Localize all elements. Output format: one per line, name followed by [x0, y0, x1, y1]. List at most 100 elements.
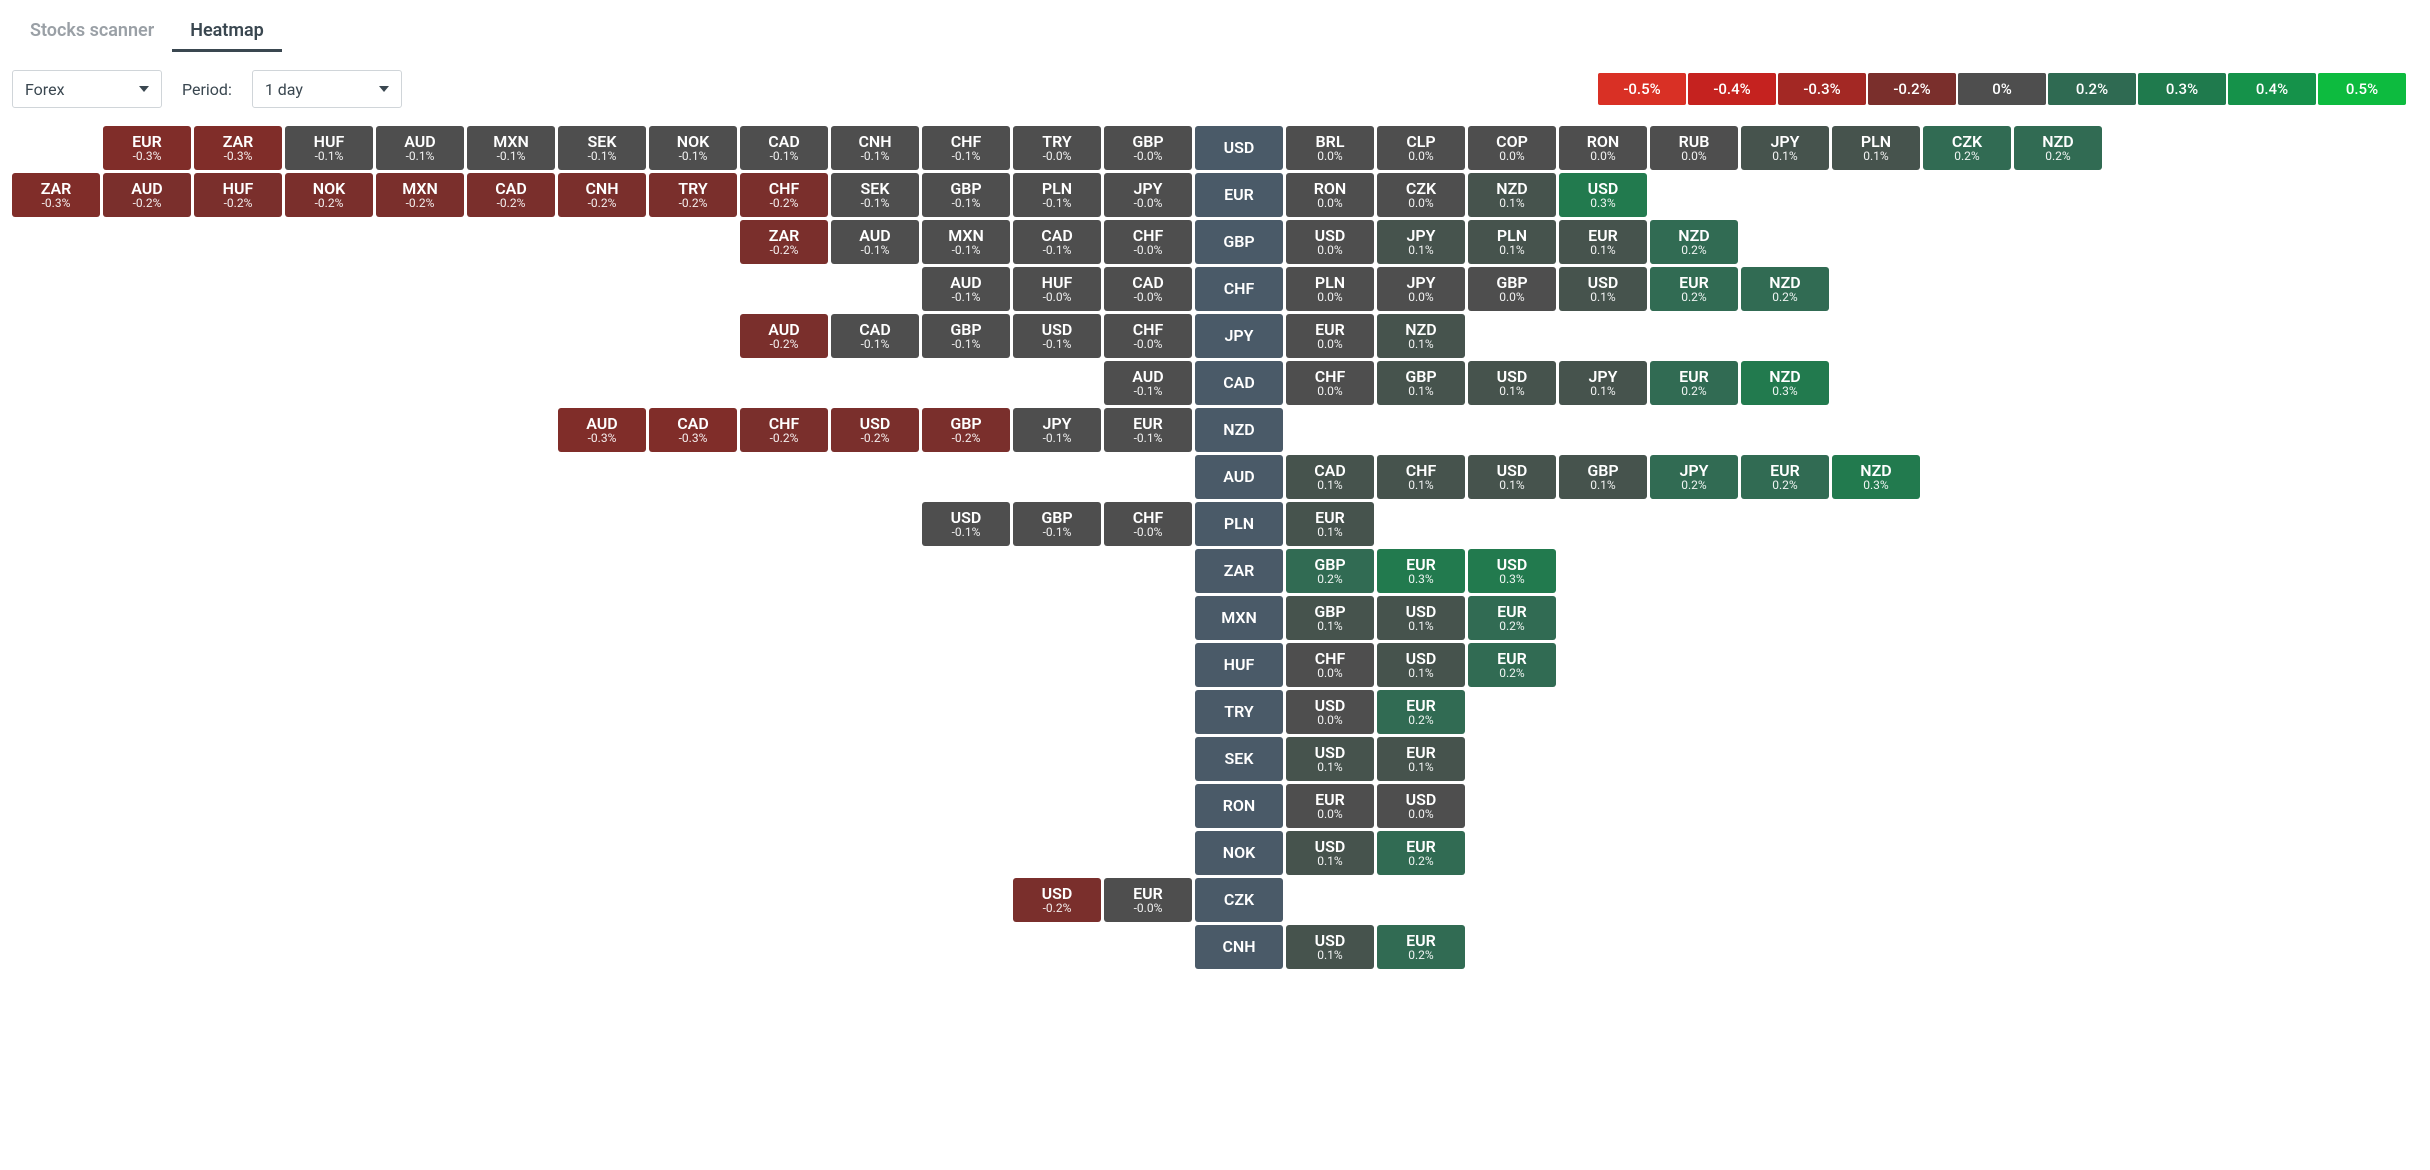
heatmap-cell[interactable]: GBP0.1%	[1559, 455, 1647, 499]
heatmap-cell[interactable]: CHF-0.0%	[1104, 314, 1192, 358]
heatmap-cell[interactable]: EUR0.2%	[1377, 690, 1465, 734]
heatmap-cell[interactable]: AUD-0.1%	[831, 220, 919, 264]
heatmap-cell[interactable]: USD0.1%	[1468, 361, 1556, 405]
heatmap-base-cell[interactable]: MXN	[1195, 596, 1283, 640]
heatmap-cell[interactable]: NZD0.2%	[2014, 126, 2102, 170]
heatmap-cell[interactable]: HUF-0.2%	[194, 173, 282, 217]
heatmap-base-cell[interactable]: RON	[1195, 784, 1283, 828]
heatmap-cell[interactable]: EUR0.2%	[1377, 925, 1465, 969]
heatmap-base-cell[interactable]: AUD	[1195, 455, 1283, 499]
heatmap-cell[interactable]: CAD-0.2%	[467, 173, 555, 217]
heatmap-cell[interactable]: USD0.3%	[1559, 173, 1647, 217]
heatmap-base-cell[interactable]: CZK	[1195, 878, 1283, 922]
heatmap-cell[interactable]: CHF-0.1%	[922, 126, 1010, 170]
heatmap-cell[interactable]: GBP-0.1%	[922, 173, 1010, 217]
heatmap-cell[interactable]: AUD-0.1%	[376, 126, 464, 170]
heatmap-cell[interactable]: CHF-0.0%	[1104, 220, 1192, 264]
heatmap-cell[interactable]: HUF-0.0%	[1013, 267, 1101, 311]
heatmap-cell[interactable]: GBP-0.0%	[1104, 126, 1192, 170]
heatmap-cell[interactable]: EUR-0.3%	[103, 126, 191, 170]
heatmap-cell[interactable]: JPY0.1%	[1559, 361, 1647, 405]
heatmap-cell[interactable]: USD0.1%	[1377, 643, 1465, 687]
heatmap-cell[interactable]: EUR0.2%	[1377, 831, 1465, 875]
heatmap-base-cell[interactable]: JPY	[1195, 314, 1283, 358]
heatmap-cell[interactable]: GBP-0.1%	[922, 314, 1010, 358]
heatmap-cell[interactable]: EUR0.1%	[1286, 502, 1374, 546]
heatmap-base-cell[interactable]: CAD	[1195, 361, 1283, 405]
heatmap-cell[interactable]: USD0.1%	[1286, 831, 1374, 875]
heatmap-cell[interactable]: RON0.0%	[1286, 173, 1374, 217]
heatmap-cell[interactable]: EUR0.1%	[1377, 737, 1465, 781]
heatmap-cell[interactable]: EUR0.2%	[1741, 455, 1829, 499]
period-select[interactable]: 1 day	[252, 70, 402, 108]
heatmap-cell[interactable]: USD-0.1%	[922, 502, 1010, 546]
heatmap-base-cell[interactable]: TRY	[1195, 690, 1283, 734]
heatmap-cell[interactable]: TRY-0.0%	[1013, 126, 1101, 170]
heatmap-cell[interactable]: CAD0.1%	[1286, 455, 1374, 499]
heatmap-cell[interactable]: USD-0.2%	[1013, 878, 1101, 922]
heatmap-cell[interactable]: NZD0.3%	[1832, 455, 1920, 499]
heatmap-cell[interactable]: PLN-0.1%	[1013, 173, 1101, 217]
heatmap-cell[interactable]: MXN-0.2%	[376, 173, 464, 217]
heatmap-cell[interactable]: EUR0.2%	[1468, 643, 1556, 687]
heatmap-cell[interactable]: EUR0.2%	[1650, 361, 1738, 405]
heatmap-base-cell[interactable]: ZAR	[1195, 549, 1283, 593]
heatmap-cell[interactable]: USD0.1%	[1286, 737, 1374, 781]
heatmap-cell[interactable]: CAD-0.1%	[831, 314, 919, 358]
heatmap-cell[interactable]: JPY-0.1%	[1013, 408, 1101, 452]
heatmap-cell[interactable]: NOK-0.1%	[649, 126, 737, 170]
tab-heatmap[interactable]: Heatmap	[172, 12, 282, 52]
heatmap-cell[interactable]: NZD0.2%	[1741, 267, 1829, 311]
heatmap-cell[interactable]: PLN0.0%	[1286, 267, 1374, 311]
heatmap-cell[interactable]: USD0.1%	[1377, 596, 1465, 640]
heatmap-cell[interactable]: PLN0.1%	[1832, 126, 1920, 170]
heatmap-cell[interactable]: MXN-0.1%	[922, 220, 1010, 264]
heatmap-cell[interactable]: NOK-0.2%	[285, 173, 373, 217]
heatmap-cell[interactable]: ZAR-0.2%	[740, 220, 828, 264]
heatmap-cell[interactable]: JPY0.0%	[1377, 267, 1465, 311]
heatmap-base-cell[interactable]: SEK	[1195, 737, 1283, 781]
heatmap-cell[interactable]: TRY-0.2%	[649, 173, 737, 217]
heatmap-cell[interactable]: NZD0.2%	[1650, 220, 1738, 264]
heatmap-base-cell[interactable]: NZD	[1195, 408, 1283, 452]
market-select[interactable]: Forex	[12, 70, 162, 108]
heatmap-base-cell[interactable]: GBP	[1195, 220, 1283, 264]
heatmap-cell[interactable]: SEK-0.1%	[558, 126, 646, 170]
heatmap-cell[interactable]: RUB0.0%	[1650, 126, 1738, 170]
heatmap-cell[interactable]: SEK-0.1%	[831, 173, 919, 217]
heatmap-cell[interactable]: CAD-0.0%	[1104, 267, 1192, 311]
heatmap-cell[interactable]: EUR0.2%	[1650, 267, 1738, 311]
heatmap-cell[interactable]: GBP0.0%	[1468, 267, 1556, 311]
heatmap-cell[interactable]: USD-0.1%	[1013, 314, 1101, 358]
heatmap-cell[interactable]: JPY0.1%	[1377, 220, 1465, 264]
heatmap-cell[interactable]: AUD-0.1%	[922, 267, 1010, 311]
heatmap-base-cell[interactable]: PLN	[1195, 502, 1283, 546]
heatmap-cell[interactable]: GBP-0.1%	[1013, 502, 1101, 546]
heatmap-cell[interactable]: EUR0.2%	[1468, 596, 1556, 640]
heatmap-cell[interactable]: CHF-0.2%	[740, 408, 828, 452]
heatmap-cell[interactable]: GBP-0.2%	[922, 408, 1010, 452]
heatmap-cell[interactable]: JPY0.1%	[1741, 126, 1829, 170]
heatmap-cell[interactable]: AUD-0.3%	[558, 408, 646, 452]
heatmap-cell[interactable]: NZD0.1%	[1468, 173, 1556, 217]
heatmap-cell[interactable]: USD0.1%	[1468, 455, 1556, 499]
heatmap-base-cell[interactable]: EUR	[1195, 173, 1283, 217]
heatmap-cell[interactable]: EUR-0.1%	[1104, 408, 1192, 452]
heatmap-cell[interactable]: CAD-0.3%	[649, 408, 737, 452]
heatmap-cell[interactable]: AUD-0.2%	[740, 314, 828, 358]
heatmap-cell[interactable]: ZAR-0.3%	[12, 173, 100, 217]
heatmap-cell[interactable]: AUD-0.1%	[1104, 361, 1192, 405]
heatmap-cell[interactable]: GBP0.2%	[1286, 549, 1374, 593]
heatmap-cell[interactable]: CNH-0.1%	[831, 126, 919, 170]
heatmap-cell[interactable]: EUR0.3%	[1377, 549, 1465, 593]
heatmap-cell[interactable]: JPY-0.0%	[1104, 173, 1192, 217]
heatmap-cell[interactable]: HUF-0.1%	[285, 126, 373, 170]
heatmap-cell[interactable]: NZD0.3%	[1741, 361, 1829, 405]
tab-scanner[interactable]: Stocks scanner	[12, 12, 172, 52]
heatmap-cell[interactable]: USD0.0%	[1286, 690, 1374, 734]
heatmap-cell[interactable]: USD0.1%	[1559, 267, 1647, 311]
heatmap-cell[interactable]: JPY0.2%	[1650, 455, 1738, 499]
heatmap-cell[interactable]: EUR-0.0%	[1104, 878, 1192, 922]
heatmap-cell[interactable]: CHF0.0%	[1286, 361, 1374, 405]
heatmap-cell[interactable]: CHF0.1%	[1377, 455, 1465, 499]
